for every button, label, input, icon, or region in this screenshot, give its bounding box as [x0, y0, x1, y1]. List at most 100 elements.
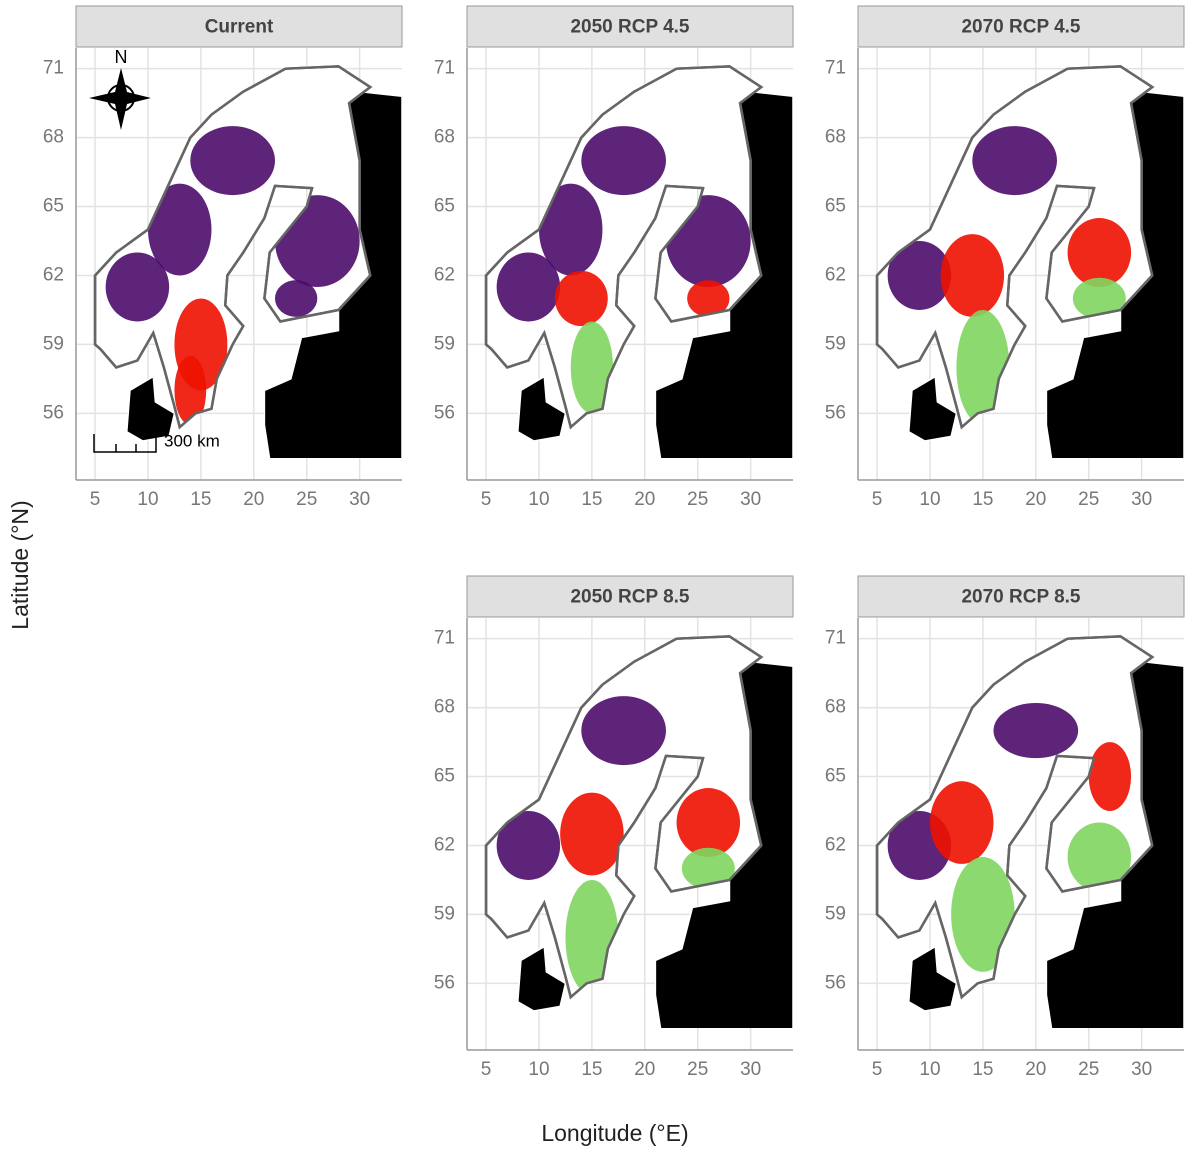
panel: 2050 RCP 4.551015202530565962656871: [434, 6, 793, 510]
x-tick-label: 10: [528, 489, 549, 510]
y-tick-label: 68: [825, 127, 846, 148]
y-tick-label: 68: [825, 697, 846, 718]
north-label: N: [115, 47, 128, 67]
suitability-area: [275, 280, 317, 317]
suitability-area: [148, 184, 212, 276]
suitability-area: [666, 195, 751, 287]
y-axis-title: Latitude (°N): [7, 500, 33, 629]
panel-title: 2050 RCP 8.5: [570, 587, 689, 608]
x-tick-label: 20: [1025, 489, 1046, 510]
x-tick-label: 10: [528, 1059, 549, 1080]
suitability-area: [677, 788, 741, 857]
chart: Longitude (°E) Latitude (°N) Current5101…: [0, 0, 1186, 1149]
y-tick-label: 62: [434, 265, 455, 286]
y-tick-label: 59: [43, 333, 64, 354]
y-tick-label: 62: [825, 835, 846, 856]
suitability-area: [565, 880, 618, 995]
suitability-area: [972, 126, 1057, 195]
panel: 2070 RCP 8.5 5 10 15 20 25 30 56 59 62 65 68 71: [825, 576, 1184, 1080]
x-tick-label: 15: [972, 489, 993, 510]
suitability-area: [581, 696, 666, 765]
x-tick-label: 15: [581, 1059, 602, 1080]
y-tick-label: 65: [43, 196, 64, 217]
y-tick-label: 56: [825, 972, 846, 993]
y-tick-label: 71: [825, 628, 846, 649]
y-tick-label: 62: [43, 265, 64, 286]
neighbour-country: [518, 377, 566, 441]
neighbour-country: [518, 947, 566, 1011]
map: [486, 66, 793, 459]
x-tick-label: 15: [972, 1059, 993, 1080]
panel: 2070 RCP 4.5 5 10 15 20 25 30 56 59 62 65 68 71: [825, 6, 1184, 510]
suitability-area: [275, 195, 360, 287]
x-tick-label: 25: [1078, 1059, 1099, 1080]
neighbour-country: [909, 947, 957, 1011]
suitability-area: [555, 271, 608, 326]
x-tick-label: 20: [1025, 1059, 1046, 1080]
y-tick-label: 56: [434, 402, 455, 423]
x-tick-label: 5: [481, 1059, 492, 1080]
neighbour-country: [909, 377, 957, 441]
map: [486, 636, 793, 1029]
y-tick-label: 65: [825, 766, 846, 787]
suitability-area: [581, 126, 666, 195]
x-tick-label: 10: [919, 489, 940, 510]
y-tick-label: 68: [43, 127, 64, 148]
y-tick-label: 71: [43, 58, 64, 79]
north-arrow: [89, 68, 151, 130]
x-tick-label: 25: [1078, 489, 1099, 510]
y-tick-label: 59: [434, 903, 455, 924]
x-tick-label: 20: [243, 489, 264, 510]
suitability-area: [560, 793, 624, 876]
suitability-area: [1068, 218, 1132, 287]
x-tick-label: 5: [872, 1059, 883, 1080]
x-tick-label: 15: [581, 489, 602, 510]
x-tick-label: 25: [687, 1059, 708, 1080]
y-tick-label: 59: [825, 333, 846, 354]
x-tick-label: 5: [481, 489, 492, 510]
y-tick-label: 56: [43, 402, 64, 423]
suitability-area: [951, 857, 1015, 972]
x-tick-label: 30: [740, 1059, 761, 1080]
scale-label: 300 km: [164, 431, 220, 450]
y-tick-label: 65: [825, 196, 846, 217]
suitability-area: [941, 234, 1005, 317]
y-tick-label: 68: [434, 127, 455, 148]
panel-title: 2070 RCP 4.5: [961, 17, 1080, 38]
x-tick-label: 30: [1131, 1059, 1152, 1080]
y-tick-label: 56: [825, 402, 846, 423]
x-tick-label: 10: [137, 489, 158, 510]
y-tick-label: 56: [434, 972, 455, 993]
x-axis-title: Longitude (°E): [541, 1120, 688, 1146]
suitability-area: [190, 126, 275, 195]
y-tick-label: 71: [825, 58, 846, 79]
y-tick-label: 65: [434, 196, 455, 217]
x-tick-label: 30: [1131, 489, 1152, 510]
suitability-area: [497, 811, 561, 880]
x-tick-label: 30: [349, 489, 370, 510]
y-tick-label: 62: [434, 835, 455, 856]
x-tick-label: 10: [919, 1059, 940, 1080]
y-tick-label: 59: [434, 333, 455, 354]
suitability-area: [1089, 742, 1131, 811]
x-tick-label: 20: [634, 1059, 655, 1080]
panel-title: 2070 RCP 8.5: [961, 587, 1080, 608]
x-tick-label: 30: [740, 489, 761, 510]
x-tick-label: 25: [296, 489, 317, 510]
y-tick-label: 71: [434, 628, 455, 649]
suitability-area: [539, 184, 603, 276]
suitability-area: [993, 703, 1078, 758]
x-tick-label: 5: [872, 489, 883, 510]
y-tick-label: 71: [434, 58, 455, 79]
map: [877, 636, 1184, 1029]
y-tick-label: 59: [825, 903, 846, 924]
y-tick-label: 65: [434, 766, 455, 787]
map: [95, 66, 402, 459]
x-tick-label: 5: [90, 489, 101, 510]
suitability-area: [571, 321, 613, 413]
suitability-area: [930, 781, 994, 864]
panel-title: 2050 RCP 4.5: [570, 17, 689, 38]
y-tick-label: 62: [825, 265, 846, 286]
